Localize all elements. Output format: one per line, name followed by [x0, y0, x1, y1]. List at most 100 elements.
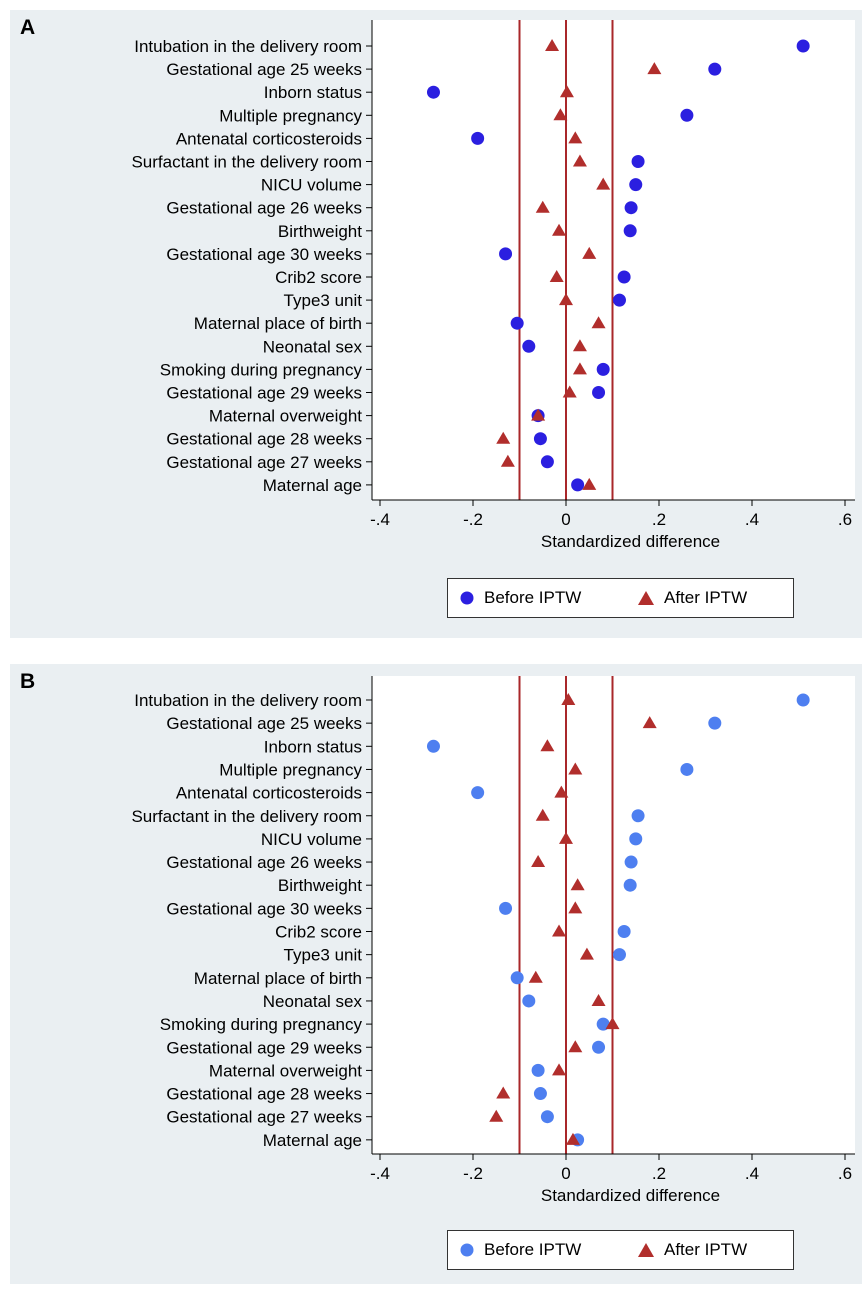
- before-point: [629, 832, 643, 846]
- before-point: [631, 155, 645, 168]
- before-point: [680, 108, 694, 122]
- y-tick-label: Gestational age 25 weeks: [166, 60, 362, 79]
- after-point: [572, 339, 587, 352]
- before-point: [510, 316, 524, 330]
- before-point: [499, 247, 513, 261]
- before-point: [571, 478, 585, 492]
- x-axis-label: Standardized difference: [541, 1186, 720, 1205]
- panel-label: A: [20, 16, 36, 39]
- after-point: [565, 1132, 580, 1145]
- panel-a: A Intubation in the delivery room Gestati…: [10, 10, 862, 638]
- y-tick-label: Surfactant in the delivery room: [131, 153, 362, 172]
- before-point: [612, 293, 626, 307]
- y-tick-label: Type3 unit: [284, 946, 363, 965]
- chart-a: Intubation in the delivery room Gestation…: [131, 20, 855, 551]
- after-point: [568, 901, 583, 914]
- y-tick-label: Inborn status: [264, 83, 362, 102]
- after-point: [559, 831, 573, 844]
- after-point: [647, 62, 662, 75]
- legend: Before IPTW After IPTW: [447, 578, 794, 618]
- before-point: [612, 948, 626, 962]
- after-point: [582, 246, 597, 259]
- y-tick-label: Multiple pregnancy: [219, 760, 362, 779]
- after-point: [591, 316, 606, 329]
- x-tick-label: .6: [838, 1164, 852, 1183]
- y-tick-label: Smoking during pregnancy: [160, 360, 363, 379]
- after-point: [582, 477, 597, 490]
- after-point: [572, 362, 587, 375]
- x-tick-label: -.4: [370, 510, 390, 529]
- x-tick-label: .2: [652, 510, 666, 529]
- y-tick-label: Gestational age 26 weeks: [166, 853, 362, 872]
- after-point: [552, 223, 567, 236]
- chart-b: Intubation in the delivery room Gestation…: [131, 676, 855, 1205]
- after-point: [531, 408, 546, 421]
- legend-item-before: Before IPTW: [460, 1240, 581, 1260]
- after-point: [559, 85, 574, 98]
- after-point: [535, 200, 550, 213]
- after-point: [496, 1086, 511, 1099]
- legend-item-after: After IPTW: [638, 588, 747, 608]
- y-tick-label: Neonatal sex: [263, 992, 363, 1011]
- y-tick-label: Multiple pregnancy: [219, 106, 362, 125]
- y-tick-label: Crib2 score: [275, 268, 362, 287]
- y-tick-label: Smoking during pregnancy: [160, 1015, 363, 1034]
- legend-label-after: After IPTW: [664, 588, 748, 607]
- after-point: [535, 808, 550, 821]
- after-point: [568, 1040, 583, 1053]
- panel-label: B: [20, 670, 36, 693]
- y-tick-label: Maternal overweight: [209, 407, 362, 426]
- y-tick-label: Crib2 score: [275, 923, 362, 942]
- after-point: [552, 1063, 567, 1076]
- x-tick-label: .4: [745, 510, 759, 529]
- after-point: [596, 177, 611, 190]
- y-tick-label: Inborn status: [264, 737, 362, 756]
- after-point: [642, 716, 657, 729]
- after-point: [559, 293, 573, 306]
- after-point: [568, 131, 583, 144]
- y-tick-label: Maternal place of birth: [194, 969, 362, 988]
- legend-label-before: Before IPTW: [484, 1240, 582, 1259]
- before-point: [623, 878, 637, 892]
- x-tick-label: 0: [561, 510, 570, 529]
- after-point: [496, 431, 511, 444]
- before-point: [471, 131, 485, 145]
- before-point: [592, 1040, 606, 1054]
- y-tick-label: Gestational age 30 weeks: [166, 899, 362, 918]
- x-tick-label: -.4: [370, 1164, 390, 1183]
- triangle-marker-icon: [638, 591, 654, 605]
- before-point: [796, 39, 810, 53]
- y-tick-label: Gestational age 28 weeks: [166, 1085, 362, 1104]
- x-tick-label: .2: [652, 1164, 666, 1183]
- y-tick-label: Gestational age 27 weeks: [166, 453, 362, 472]
- y-tick-label: Gestational age 27 weeks: [166, 1108, 362, 1127]
- after-point: [528, 970, 543, 983]
- y-tick-label: Intubation in the delivery room: [134, 37, 362, 56]
- after-point: [579, 947, 594, 960]
- y-tick-label: Antenatal corticosteroids: [176, 784, 362, 803]
- before-point: [522, 339, 536, 353]
- y-tick-label: Gestational age 29 weeks: [166, 384, 362, 403]
- after-point: [591, 993, 606, 1006]
- before-point: [471, 786, 485, 800]
- y-tick-label: Birthweight: [278, 876, 362, 895]
- after-point: [540, 739, 555, 752]
- after-point: [549, 270, 564, 282]
- y-tick-label: Maternal overweight: [209, 1061, 362, 1080]
- y-tick-label: Maternal age: [263, 476, 362, 495]
- legend-label-after: After IPTW: [664, 1240, 748, 1259]
- before-point: [596, 1017, 610, 1031]
- before-point: [631, 809, 645, 823]
- before-point: [624, 855, 638, 869]
- after-point: [562, 385, 577, 398]
- y-tick-label: Gestational age 26 weeks: [166, 199, 362, 218]
- x-axis-label: Standardized difference: [541, 532, 720, 551]
- before-point: [624, 201, 638, 215]
- legend-item-before: Before IPTW: [460, 588, 581, 608]
- after-point: [568, 762, 583, 775]
- before-point: [596, 362, 610, 376]
- before-point: [540, 455, 554, 469]
- after-point: [489, 1109, 504, 1122]
- after-point: [554, 785, 569, 798]
- x-tick-label: -.2: [463, 1164, 483, 1183]
